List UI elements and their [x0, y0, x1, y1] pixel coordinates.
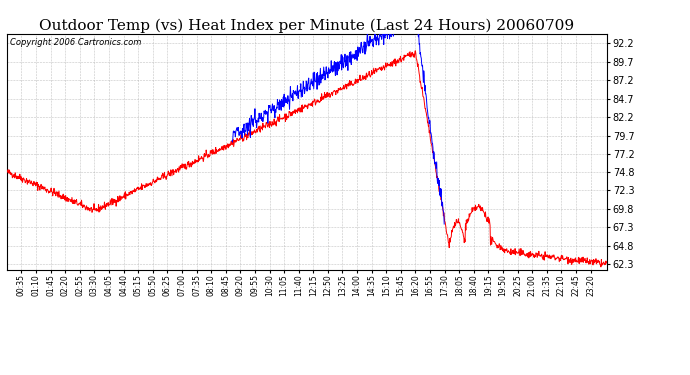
Text: Copyright 2006 Cartronics.com: Copyright 2006 Cartronics.com	[10, 39, 141, 48]
Title: Outdoor Temp (vs) Heat Index per Minute (Last 24 Hours) 20060709: Outdoor Temp (vs) Heat Index per Minute …	[39, 18, 575, 33]
